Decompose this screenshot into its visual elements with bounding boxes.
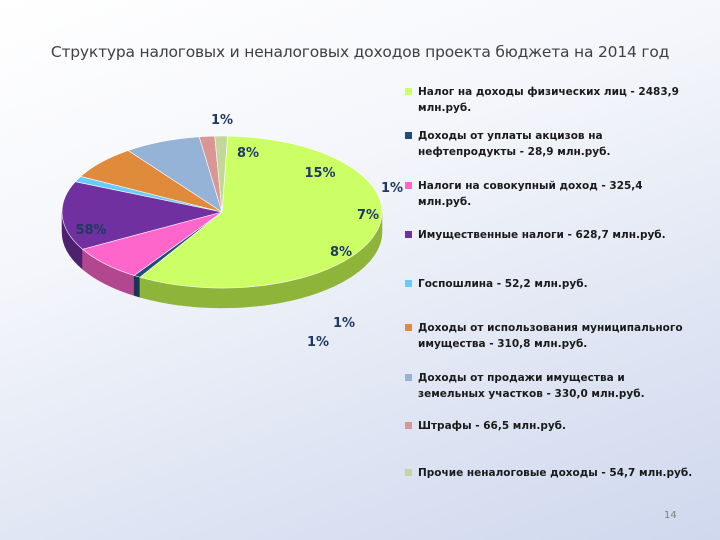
pie-data-label: 15% (304, 166, 335, 181)
pie-data-label: 1% (381, 181, 403, 196)
pie-data-label: 8% (237, 146, 259, 161)
pie-slice (214, 135, 228, 213)
legend-item: Доходы от уплаты акцизов на нефтепродукт… (405, 128, 695, 160)
pie-labels: 58%1%8%15%1%7%8%1%1% (75, 113, 403, 350)
legend-item: Имущественные налоги - 628,7 млн.руб. (405, 227, 695, 243)
legend-item: Прочие неналоговые доходы - 54,7 млн.руб… (405, 465, 695, 481)
legend-item: Налог на доходы физических лиц - 2483,9 … (405, 84, 695, 116)
legend-swatch (405, 88, 412, 95)
legend-swatch (405, 182, 412, 189)
pie-data-label: 58% (75, 223, 106, 238)
legend-swatch (405, 374, 412, 381)
legend-label: Налог на доходы физических лиц - 2483,9 … (418, 86, 679, 114)
pie-data-label: 7% (357, 208, 379, 223)
legend-item: Госпошлина - 52,2 млн.руб. (405, 276, 695, 292)
legend-item: Налоги на совокупный доход - 325,4 млн.р… (405, 178, 695, 210)
page-number: 14 (664, 510, 677, 521)
legend-label: Доходы от продажи имущества и земельных … (418, 372, 645, 400)
pie-data-label: 1% (211, 113, 233, 128)
legend-label: Имущественные налоги - 628,7 млн.руб. (418, 229, 666, 241)
pie-tops (61, 135, 383, 289)
pie-slice-side (133, 275, 141, 298)
legend-label: Доходы от использования муниципального и… (418, 322, 683, 350)
legend-label: Налоги на совокупный доход - 325,4 млн.р… (418, 180, 643, 208)
legend-label: Штрафы - 66,5 млн.руб. (418, 420, 566, 432)
legend-swatch (405, 469, 412, 476)
legend-swatch (405, 324, 412, 331)
legend-label: Госпошлина - 52,2 млн.руб. (418, 278, 588, 290)
legend-swatch (405, 132, 412, 139)
legend-item: Доходы от использования муниципального и… (405, 320, 695, 352)
legend-swatch (405, 422, 412, 429)
pie-data-label: 8% (330, 245, 352, 260)
legend-label: Доходы от уплаты акцизов на нефтепродукт… (418, 130, 611, 158)
pie-slice (139, 135, 383, 289)
legend-swatch (405, 231, 412, 238)
pie-data-label: 1% (307, 335, 329, 350)
legend-item: Штрафы - 66,5 млн.руб. (405, 418, 695, 434)
chart-title: Структура налоговых и неналоговых доходо… (50, 43, 670, 61)
legend-label: Прочие неналоговые доходы - 54,7 млн.руб… (418, 467, 693, 479)
pie-data-label: 1% (333, 316, 355, 331)
legend-swatch (405, 280, 412, 287)
legend-item: Доходы от продажи имущества и земельных … (405, 370, 695, 402)
pie-slice (61, 181, 223, 250)
